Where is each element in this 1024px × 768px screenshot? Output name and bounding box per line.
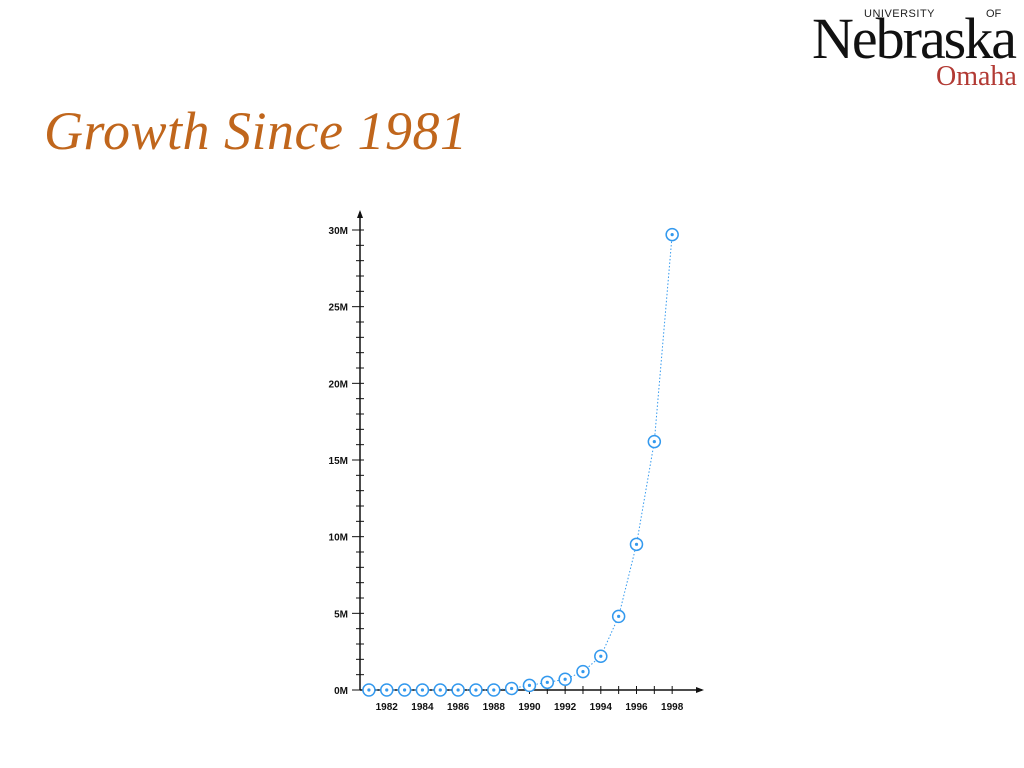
y-tick-label: 5M xyxy=(334,609,348,620)
data-point xyxy=(397,683,412,697)
logo-university-text: UNIVERSITY xyxy=(864,8,936,20)
logo-of-text: OF xyxy=(986,8,1002,20)
x-tick-label: 1996 xyxy=(625,702,648,713)
x-tick-label: 1988 xyxy=(483,702,506,713)
data-point xyxy=(415,683,430,697)
y-tick-label: 15M xyxy=(329,456,348,467)
data-point-center xyxy=(510,686,514,691)
data-point-center xyxy=(385,688,389,692)
y-tick-label: 30M xyxy=(329,226,348,237)
data-point xyxy=(469,683,483,697)
x-axis-arrow xyxy=(696,687,704,693)
data-point xyxy=(522,678,537,693)
y-tick-label: 20M xyxy=(329,379,348,390)
slide-title: Growth Since 1981 xyxy=(44,101,468,161)
data-point-center xyxy=(438,688,442,692)
data-point-center xyxy=(581,670,585,674)
data-point xyxy=(665,227,679,242)
x-tick-label: 1990 xyxy=(518,702,541,713)
logo-nebraska-text: Nebraska xyxy=(812,6,1017,71)
data-point-center xyxy=(563,677,567,681)
data-point xyxy=(433,683,448,697)
x-tick-label: 1982 xyxy=(376,702,399,713)
chart-ticks xyxy=(352,229,673,694)
data-point xyxy=(540,675,555,690)
x-tick-label: 1986 xyxy=(447,702,470,713)
y-tick-label: 0M xyxy=(334,686,348,697)
data-point xyxy=(487,683,501,697)
data-point xyxy=(558,672,572,687)
x-tick-label: 1992 xyxy=(554,702,577,713)
chart-tick-labels: 0M 5M 10M 15M 20M 25M 30M 1982 1984 1986 1988 1990 1… xyxy=(329,226,684,713)
university-logo: UNIVERSITY OF Nebraska Omaha xyxy=(812,4,1022,94)
chart-axes xyxy=(357,210,704,693)
data-point xyxy=(380,683,394,697)
x-tick-label: 1998 xyxy=(661,702,684,713)
data-point-center xyxy=(420,688,425,692)
y-tick-label: 10M xyxy=(329,533,348,544)
data-point xyxy=(504,681,519,696)
data-point-center xyxy=(652,440,656,444)
data-point xyxy=(362,683,376,697)
data-point-center xyxy=(492,688,496,692)
data-point xyxy=(576,664,590,679)
y-axis-arrow xyxy=(357,210,363,218)
data-point xyxy=(451,683,465,697)
data-point xyxy=(611,609,626,624)
data-point xyxy=(594,649,608,664)
data-point-center xyxy=(367,688,371,692)
data-point-center xyxy=(474,688,478,692)
data-point-center xyxy=(670,233,674,237)
data-point-center xyxy=(545,680,549,684)
data-point-center xyxy=(634,542,639,546)
data-point xyxy=(629,537,644,552)
series-points xyxy=(362,227,679,697)
x-tick-label: 1994 xyxy=(590,702,613,713)
data-point-center xyxy=(456,688,460,692)
y-tick-label: 25M xyxy=(329,303,348,314)
series-line xyxy=(368,234,673,691)
x-tick-label: 1984 xyxy=(411,702,434,713)
data-point-center xyxy=(599,654,603,658)
logo-omaha-text: Omaha xyxy=(936,61,1017,92)
data-point xyxy=(647,434,662,449)
data-point-center xyxy=(402,688,407,692)
data-point-center xyxy=(527,683,532,688)
data-point-center xyxy=(617,614,621,619)
